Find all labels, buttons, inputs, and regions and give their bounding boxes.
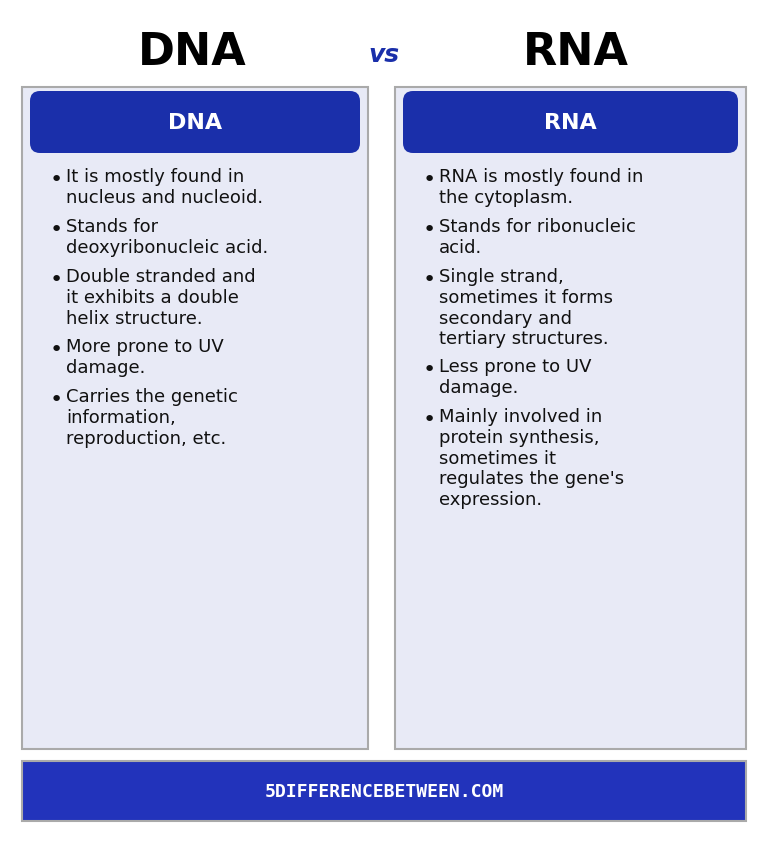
Text: Double stranded and
it exhibits a double
helix structure.: Double stranded and it exhibits a double… xyxy=(66,268,256,327)
Text: More prone to UV
damage.: More prone to UV damage. xyxy=(66,337,223,377)
Text: •: • xyxy=(50,220,63,239)
Text: Carries the genetic
information,
reproduction, etc.: Carries the genetic information, reprodu… xyxy=(66,388,238,447)
Text: Mainly involved in
protein synthesis,
sometimes it
regulates the gene's
expressi: Mainly involved in protein synthesis, so… xyxy=(439,407,624,509)
FancyBboxPatch shape xyxy=(30,92,360,154)
Text: vs: vs xyxy=(369,43,399,67)
FancyBboxPatch shape xyxy=(395,88,746,749)
Text: •: • xyxy=(423,270,436,290)
Text: Stands for ribonucleic
acid.: Stands for ribonucleic acid. xyxy=(439,218,636,256)
Text: •: • xyxy=(423,360,436,379)
Text: •: • xyxy=(423,410,436,429)
Text: •: • xyxy=(423,220,436,239)
FancyBboxPatch shape xyxy=(22,88,368,749)
Text: DNA: DNA xyxy=(168,112,222,133)
FancyBboxPatch shape xyxy=(22,761,746,821)
Text: It is mostly found in
nucleus and nucleoid.: It is mostly found in nucleus and nucleo… xyxy=(66,168,263,206)
Text: •: • xyxy=(50,270,63,290)
Text: •: • xyxy=(50,170,63,190)
Text: •: • xyxy=(50,340,63,360)
Text: •: • xyxy=(50,389,63,410)
Text: DNA: DNA xyxy=(137,31,247,73)
Text: RNA: RNA xyxy=(523,31,629,73)
FancyBboxPatch shape xyxy=(403,92,738,154)
Text: Single strand,
sometimes it forms
secondary and
tertiary structures.: Single strand, sometimes it forms second… xyxy=(439,268,613,348)
Text: RNA: RNA xyxy=(544,112,597,133)
Text: •: • xyxy=(423,170,436,190)
Text: 5DIFFERENCEBETWEEN.COM: 5DIFFERENCEBETWEEN.COM xyxy=(264,782,504,800)
Text: Stands for
deoxyribonucleic acid.: Stands for deoxyribonucleic acid. xyxy=(66,218,268,256)
Text: Less prone to UV
damage.: Less prone to UV damage. xyxy=(439,358,591,396)
Text: RNA is mostly found in
the cytoplasm.: RNA is mostly found in the cytoplasm. xyxy=(439,168,644,206)
